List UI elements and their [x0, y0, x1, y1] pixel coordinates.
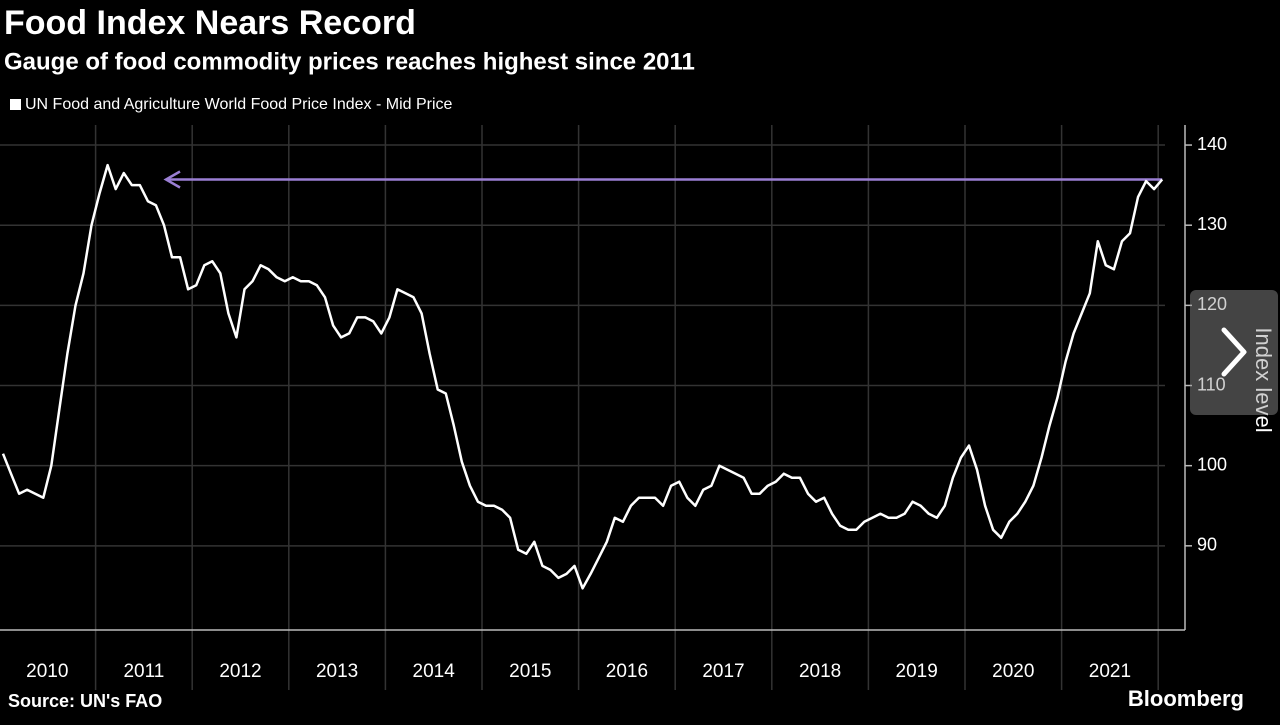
y-tick-label: 110	[1197, 374, 1226, 394]
chart-subtitle: Gauge of food commodity prices reaches h…	[4, 48, 695, 75]
x-tick-label: 2020	[992, 661, 1034, 682]
x-tick-label: 2016	[606, 661, 648, 682]
record-arrowhead	[163, 170, 181, 189]
legend-swatch	[10, 99, 21, 110]
x-tick-label: 2021	[1089, 661, 1131, 682]
next-button[interactable]	[1190, 290, 1278, 415]
x-tick-label: 2011	[123, 661, 164, 682]
y-tick-label: 130	[1197, 214, 1227, 234]
next-button-bg	[1190, 290, 1278, 415]
brand: Bloomberg	[1128, 686, 1244, 711]
x-tick-label: 2010	[26, 661, 68, 682]
x-tick-label: 2019	[896, 661, 938, 682]
legend-label: UN Food and Agriculture World Food Price…	[25, 96, 453, 113]
y-tick-label: 90	[1197, 535, 1217, 555]
next-button-icon	[1221, 327, 1247, 377]
source: Source: UN's FAO	[8, 691, 162, 711]
x-tick-label: 2012	[219, 661, 261, 682]
x-tick-label: 2017	[702, 661, 744, 682]
x-tick-label: 2013	[316, 661, 358, 682]
y-axis-label: Index level	[1251, 327, 1276, 432]
series-line	[1, 163, 1164, 590]
x-tick-label: 2014	[413, 661, 456, 682]
chart-title: Food Index Nears Record	[4, 4, 416, 42]
y-tick-label: 120	[1197, 294, 1227, 314]
y-tick-label: 100	[1197, 454, 1227, 474]
x-tick-label: 2015	[509, 661, 551, 682]
y-tick-label: 140	[1197, 134, 1227, 154]
x-tick-label: 2018	[799, 661, 841, 682]
